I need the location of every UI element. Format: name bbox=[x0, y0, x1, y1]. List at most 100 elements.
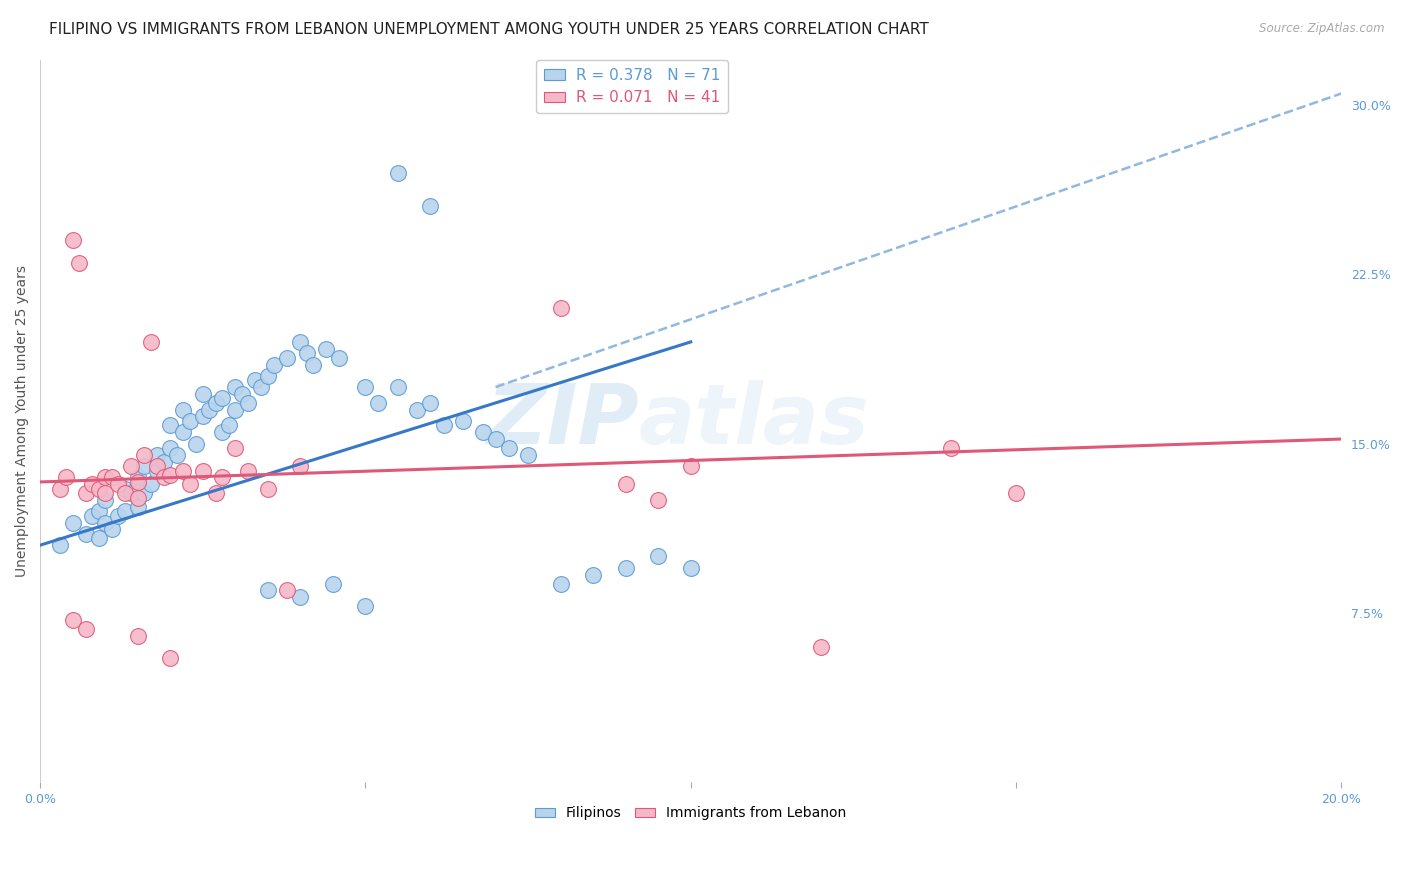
Point bbox=[276, 351, 298, 365]
Point bbox=[100, 470, 122, 484]
Point bbox=[276, 583, 298, 598]
Point bbox=[146, 464, 169, 478]
Point bbox=[471, 425, 494, 440]
Point bbox=[67, 256, 90, 270]
Point bbox=[328, 351, 350, 365]
Point bbox=[243, 373, 266, 387]
Point bbox=[198, 402, 221, 417]
Point bbox=[322, 576, 344, 591]
Point bbox=[204, 486, 226, 500]
Point bbox=[387, 380, 409, 394]
Point bbox=[139, 477, 162, 491]
Point bbox=[290, 459, 312, 474]
Point bbox=[62, 613, 84, 627]
Point bbox=[419, 396, 441, 410]
Point bbox=[211, 425, 233, 440]
Point bbox=[432, 418, 454, 433]
Point bbox=[614, 561, 637, 575]
Point bbox=[159, 418, 181, 433]
Point bbox=[224, 402, 246, 417]
Point bbox=[367, 396, 389, 410]
Legend: Filipinos, Immigrants from Lebanon: Filipinos, Immigrants from Lebanon bbox=[530, 801, 852, 826]
Point bbox=[256, 583, 278, 598]
Point bbox=[186, 436, 208, 450]
Point bbox=[211, 392, 233, 406]
Point bbox=[224, 441, 246, 455]
Point bbox=[256, 482, 278, 496]
Text: Source: ZipAtlas.com: Source: ZipAtlas.com bbox=[1260, 22, 1385, 36]
Point bbox=[127, 491, 149, 505]
Point bbox=[354, 599, 377, 614]
Point bbox=[451, 414, 474, 428]
Point bbox=[159, 468, 181, 483]
Point bbox=[94, 516, 117, 530]
Point bbox=[114, 486, 136, 500]
Point bbox=[75, 622, 97, 636]
Point bbox=[172, 464, 194, 478]
Point bbox=[87, 482, 110, 496]
Point bbox=[231, 387, 253, 401]
Point bbox=[152, 455, 174, 469]
Point bbox=[679, 459, 702, 474]
Point bbox=[159, 651, 181, 665]
Point bbox=[146, 459, 169, 474]
Point bbox=[120, 459, 142, 474]
Point bbox=[87, 532, 110, 546]
Text: ZIP: ZIP bbox=[486, 381, 638, 461]
Point bbox=[614, 477, 637, 491]
Point bbox=[354, 380, 377, 394]
Point bbox=[315, 342, 337, 356]
Point bbox=[295, 346, 318, 360]
Point bbox=[191, 387, 214, 401]
Point bbox=[179, 414, 201, 428]
Point bbox=[484, 432, 506, 446]
Point bbox=[191, 464, 214, 478]
Point bbox=[48, 482, 70, 496]
Point bbox=[263, 358, 285, 372]
Point bbox=[127, 475, 149, 489]
Point bbox=[127, 470, 149, 484]
Point bbox=[87, 504, 110, 518]
Point bbox=[647, 549, 669, 564]
Point bbox=[1005, 486, 1028, 500]
Point bbox=[82, 508, 104, 523]
Point bbox=[134, 486, 156, 500]
Point bbox=[256, 368, 278, 383]
Point bbox=[250, 380, 273, 394]
Point bbox=[238, 396, 260, 410]
Point bbox=[48, 538, 70, 552]
Point bbox=[406, 402, 429, 417]
Point bbox=[62, 233, 84, 247]
Point bbox=[127, 500, 149, 514]
Point bbox=[166, 448, 188, 462]
Point bbox=[238, 464, 260, 478]
Point bbox=[179, 477, 201, 491]
Point bbox=[82, 477, 104, 491]
Point bbox=[146, 448, 169, 462]
Point bbox=[159, 441, 181, 455]
Point bbox=[550, 576, 572, 591]
Point bbox=[204, 396, 226, 410]
Point bbox=[172, 402, 194, 417]
Point bbox=[302, 358, 325, 372]
Point bbox=[419, 199, 441, 213]
Point bbox=[55, 470, 77, 484]
Point bbox=[75, 527, 97, 541]
Text: FILIPINO VS IMMIGRANTS FROM LEBANON UNEMPLOYMENT AMONG YOUTH UNDER 25 YEARS CORR: FILIPINO VS IMMIGRANTS FROM LEBANON UNEM… bbox=[49, 22, 929, 37]
Point bbox=[679, 561, 702, 575]
Point bbox=[120, 486, 142, 500]
Point bbox=[94, 486, 117, 500]
Point bbox=[218, 418, 240, 433]
Point bbox=[100, 522, 122, 536]
Point bbox=[107, 477, 129, 491]
Point bbox=[224, 380, 246, 394]
Point bbox=[810, 640, 832, 654]
Point bbox=[134, 459, 156, 474]
Point bbox=[582, 567, 605, 582]
Point bbox=[75, 486, 97, 500]
Text: atlas: atlas bbox=[638, 381, 869, 461]
Point bbox=[107, 508, 129, 523]
Point bbox=[94, 493, 117, 508]
Point bbox=[172, 425, 194, 440]
Point bbox=[134, 448, 156, 462]
